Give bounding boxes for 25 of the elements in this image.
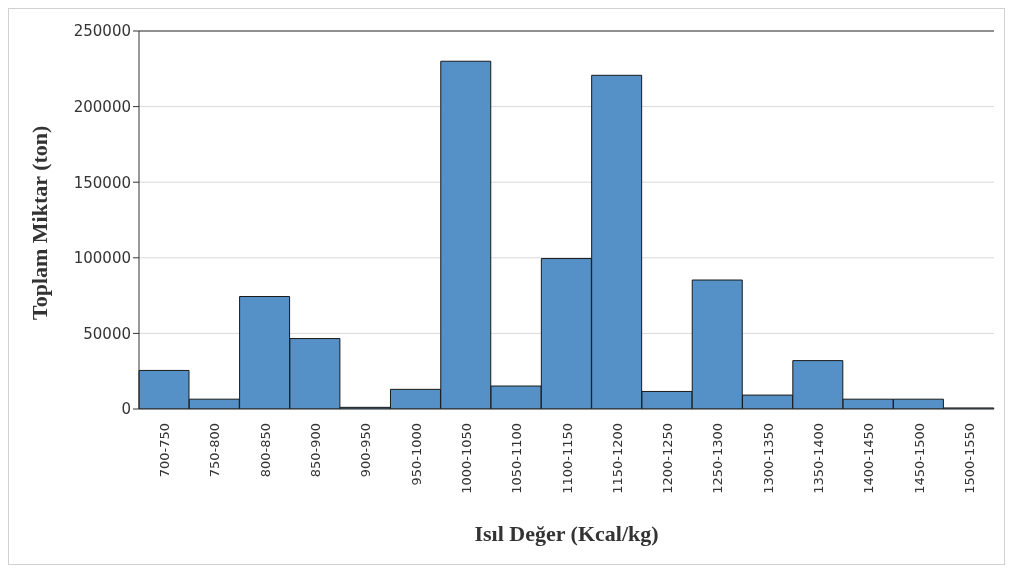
x-tick-label: 1050-1100 bbox=[509, 423, 525, 494]
x-tick-label: 1000-1050 bbox=[458, 423, 474, 494]
x-tick-label: 1100-1150 bbox=[559, 423, 575, 494]
y-tick-label: 100000 bbox=[73, 249, 131, 268]
x-tick-label: 950-1000 bbox=[408, 423, 424, 486]
x-tick-label: 1450-1500 bbox=[911, 423, 927, 494]
y-tick-label: 0 bbox=[121, 400, 131, 419]
y-axis-title: Toplam Miktar (ton) bbox=[26, 125, 52, 320]
y-tick-label: 150000 bbox=[73, 173, 131, 192]
x-tick-label: 1150-1200 bbox=[609, 423, 625, 494]
x-tick-label: 850-900 bbox=[308, 423, 324, 478]
x-tick-label: 1300-1350 bbox=[760, 423, 776, 494]
x-tick-label: 1250-1300 bbox=[710, 423, 726, 494]
x-tick-label: 900-950 bbox=[358, 423, 374, 478]
x-tick-label: 800-850 bbox=[257, 423, 273, 478]
x-tick-label: 1200-1250 bbox=[660, 423, 676, 494]
x-axis-title: Isıl Değer (Kcal/kg) bbox=[474, 521, 659, 546]
y-tick-label: 200000 bbox=[73, 97, 131, 116]
x-tick-label: 750-800 bbox=[207, 423, 223, 478]
x-tick-label: 1500-1550 bbox=[961, 423, 977, 494]
x-tick-label: 700-750 bbox=[157, 423, 173, 478]
y-tick-label: 50000 bbox=[83, 324, 131, 343]
x-tick-label: 1400-1450 bbox=[861, 423, 877, 494]
x-tick-label: 1350-1400 bbox=[810, 423, 826, 494]
y-tick-label: 250000 bbox=[73, 22, 131, 41]
